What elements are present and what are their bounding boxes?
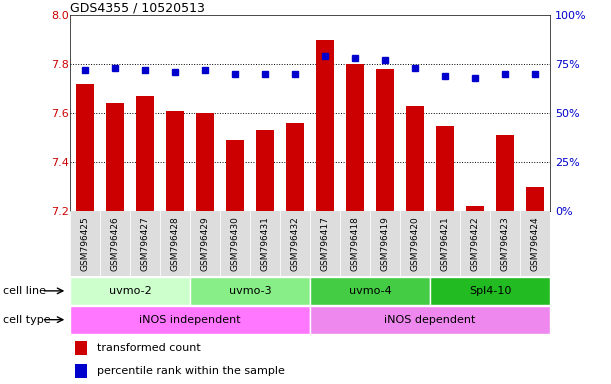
Bar [316,40,334,211]
Text: GSM796420: GSM796420 [411,217,420,271]
Bar [226,140,244,211]
Bar [100,211,130,276]
Text: uvmo-2: uvmo-2 [109,286,152,296]
Bar [75,341,87,355]
Bar [406,106,424,211]
Text: GDS4355 / 10520513: GDS4355 / 10520513 [70,1,205,14]
Bar [526,187,544,211]
Bar [376,69,394,211]
Bar [520,211,550,276]
Bar [310,277,430,305]
Bar [76,84,94,211]
Text: transformed count: transformed count [97,343,200,353]
Text: GSM796426: GSM796426 [111,217,120,271]
Bar [220,211,250,276]
Bar [466,206,484,211]
Text: cell type: cell type [3,314,51,325]
Bar [460,211,490,276]
Bar [256,131,274,211]
Text: GSM796424: GSM796424 [530,217,540,271]
Text: Spl4-10: Spl4-10 [469,286,511,296]
Bar [196,113,214,211]
Bar [106,104,124,211]
Text: GSM796418: GSM796418 [351,217,359,271]
Text: GSM796417: GSM796417 [321,217,329,271]
Bar [160,211,190,276]
Bar [490,211,520,276]
Bar [436,126,454,211]
Bar [75,364,87,378]
Bar [190,277,310,305]
Bar [370,211,400,276]
Text: GSM796429: GSM796429 [200,217,210,271]
Bar [250,211,280,276]
Text: GSM796422: GSM796422 [470,217,480,271]
Bar [346,65,364,211]
Text: uvmo-3: uvmo-3 [229,286,271,296]
Text: GSM796419: GSM796419 [381,217,390,271]
Text: iNOS dependent: iNOS dependent [384,314,476,325]
Text: GSM796427: GSM796427 [141,217,150,271]
Bar [280,211,310,276]
Text: GSM796423: GSM796423 [500,217,510,271]
Text: GSM796421: GSM796421 [441,217,450,271]
Bar [70,211,100,276]
Bar [70,277,190,305]
Text: iNOS independent: iNOS independent [139,314,241,325]
Bar [166,111,184,211]
Bar [190,211,220,276]
Text: GSM796431: GSM796431 [261,217,269,271]
Bar [310,211,340,276]
Text: percentile rank within the sample: percentile rank within the sample [97,366,285,376]
Bar [130,211,160,276]
Text: GSM796428: GSM796428 [170,217,180,271]
Bar [286,123,304,211]
Text: cell line: cell line [3,286,46,296]
Bar [400,211,430,276]
Text: GSM796425: GSM796425 [81,217,90,271]
Text: GSM796432: GSM796432 [291,217,299,271]
Bar [340,211,370,276]
Bar [430,211,460,276]
Text: GSM796430: GSM796430 [230,217,240,271]
Text: uvmo-4: uvmo-4 [349,286,392,296]
Bar [496,135,514,211]
Bar [430,277,550,305]
Bar [136,96,154,211]
Bar [70,306,310,333]
Bar [310,306,550,333]
